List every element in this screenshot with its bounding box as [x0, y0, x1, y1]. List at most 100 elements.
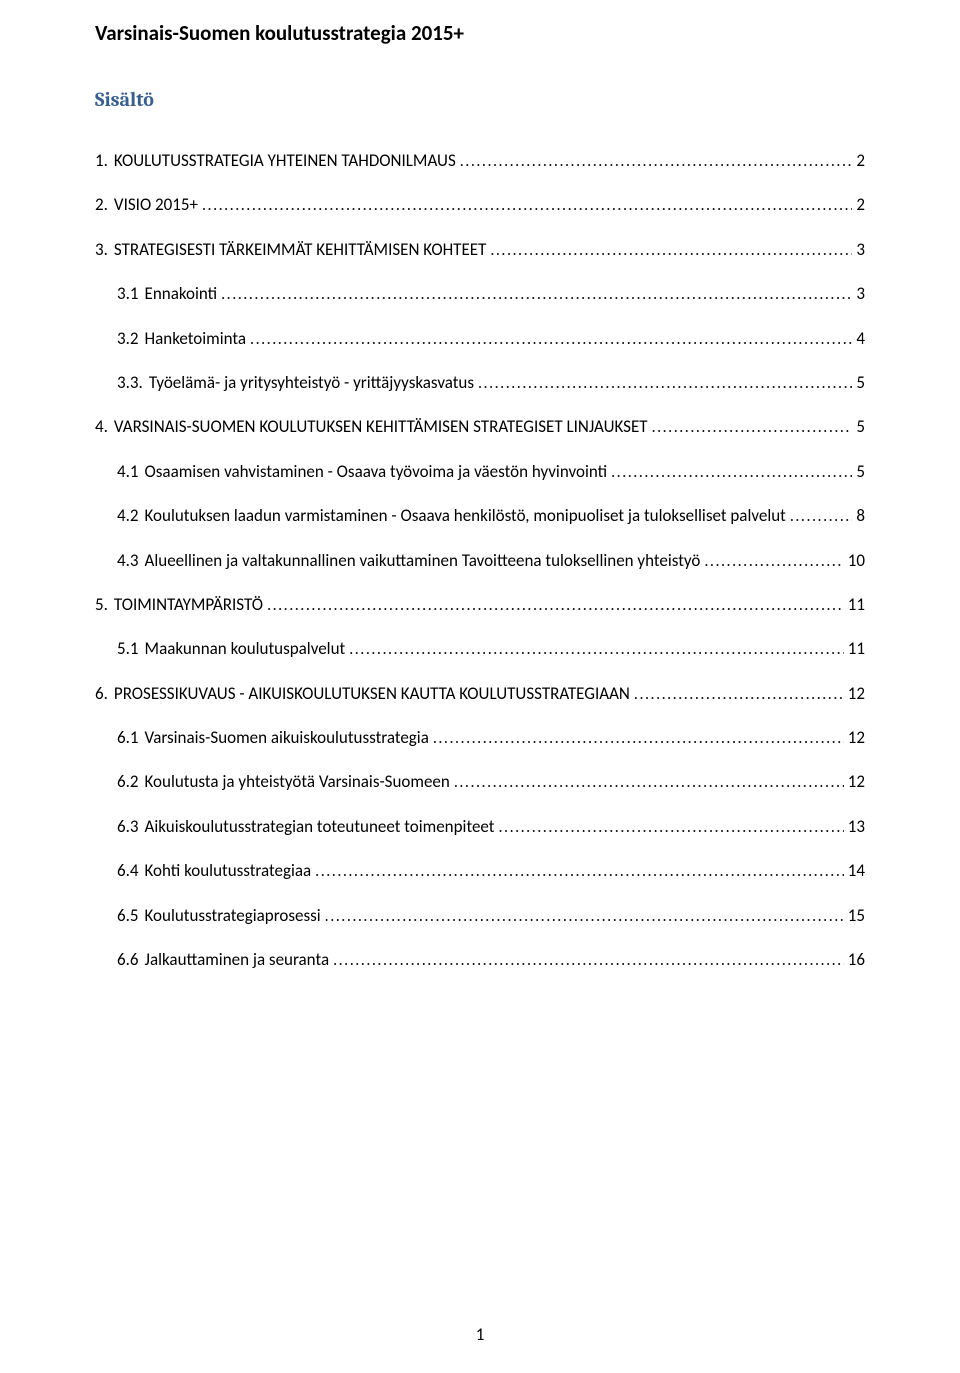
toc-page: 3	[852, 238, 865, 262]
toc-leader	[648, 417, 853, 439]
toc-label: Hanketoiminta	[145, 327, 247, 351]
toc-page: 11	[844, 593, 865, 617]
toc-number: 5.1	[117, 637, 145, 661]
toc-leader	[474, 373, 852, 395]
toc-page: 12	[844, 770, 865, 794]
toc-page: 5	[852, 415, 865, 439]
toc-leader	[494, 817, 843, 839]
toc-number: 3.1	[117, 282, 145, 306]
toc-entry: 2. VISIO 2015+ 2	[95, 193, 865, 217]
toc-entry: 3.1 Ennakointi 3	[95, 282, 865, 306]
toc-page: 16	[844, 948, 865, 972]
toc-number: 3.2	[117, 327, 145, 351]
toc-leader	[263, 595, 844, 617]
toc-number: 4.2	[117, 504, 145, 528]
toc-leader	[456, 151, 853, 173]
toc-leader	[429, 728, 844, 750]
toc-leader	[450, 772, 844, 794]
toc-label: Työelämä- ja yritysyhteistyö - yrittäjyy…	[149, 371, 474, 395]
toc-page: 8	[852, 504, 865, 528]
toc-entry: 1. KOULUTUSSTRATEGIA YHTEINEN TAHDONILMA…	[95, 149, 865, 173]
toc-number: 3.3.	[117, 371, 149, 395]
toc-number: 2.	[95, 193, 114, 217]
toc-number: 4.1	[117, 460, 145, 484]
toc-page: 12	[844, 682, 865, 706]
toc-label: Osaamisen vahvistaminen - Osaava työvoim…	[145, 460, 608, 484]
toc-entry: 6.3 Aikuiskoulutusstrategian toteutuneet…	[95, 815, 865, 839]
toc-entry: 5.1 Maakunnan koulutuspalvelut 11	[95, 637, 865, 661]
toc-label: Ennakointi	[145, 282, 218, 306]
toc-entry: 6.5 Koulutusstrategiaprosessi 15	[95, 904, 865, 928]
toc-entry: 3.2 Hanketoiminta 4	[95, 327, 865, 351]
toc-entry: 6.1 Varsinais-Suomen aikuiskoulutusstrat…	[95, 726, 865, 750]
toc-page: 13	[844, 815, 865, 839]
toc-number: 3.	[95, 238, 114, 262]
toc-label: TOIMINTAYMPÄRISTÖ	[114, 593, 263, 617]
toc-leader	[786, 506, 853, 528]
toc-label: VISIO 2015+	[114, 193, 198, 217]
toc-page: 5	[852, 460, 865, 484]
toc-page: 5	[852, 371, 865, 395]
toc-number: 6.4	[117, 859, 145, 883]
toc-label: Alueellinen ja valtakunnallinen vaikutta…	[145, 549, 701, 573]
toc-leader	[198, 195, 852, 217]
toc-number: 6.	[95, 682, 114, 706]
toc-leader	[345, 639, 844, 661]
toc-label: STRATEGISESTI TÄRKEIMMÄT KEHITTÄMISEN KO…	[114, 238, 486, 262]
toc-page: 10	[844, 549, 865, 573]
toc-entry: 3. STRATEGISESTI TÄRKEIMMÄT KEHITTÄMISEN…	[95, 238, 865, 262]
page-number: 1	[0, 1324, 960, 1345]
toc-leader	[700, 551, 843, 573]
toc-entry: 4.1 Osaamisen vahvistaminen - Osaava työ…	[95, 460, 865, 484]
toc-page: 2	[852, 149, 865, 173]
toc-leader	[486, 240, 852, 262]
toc-number: 4.	[95, 415, 114, 439]
document-title: Varsinais-Suomen koulutusstrategia 2015+	[95, 20, 865, 46]
toc-leader	[607, 462, 852, 484]
toc-label: VARSINAIS-SUOMEN KOULUTUKSEN KEHITTÄMISE…	[114, 415, 648, 439]
toc-leader	[630, 684, 844, 706]
toc-number: 4.3	[117, 549, 145, 573]
toc-entry: 4.2 Koulutuksen laadun varmistaminen - O…	[95, 504, 865, 528]
toc-number: 1.	[95, 149, 114, 173]
toc-entry: 6.2 Koulutusta ja yhteistyötä Varsinais-…	[95, 770, 865, 794]
toc-page: 12	[844, 726, 865, 750]
toc-label: Kohti koulutusstrategiaa	[145, 859, 312, 883]
toc-page: 15	[844, 904, 865, 928]
toc-label: Jalkauttaminen ja seuranta	[145, 948, 330, 972]
toc-page: 14	[844, 859, 865, 883]
toc-leader	[217, 284, 852, 306]
toc-leader	[329, 950, 844, 972]
toc-number: 6.1	[117, 726, 145, 750]
toc-entry: 4. VARSINAIS-SUOMEN KOULUTUKSEN KEHITTÄM…	[95, 415, 865, 439]
toc-label: Koulutusta ja yhteistyötä Varsinais-Suom…	[145, 770, 450, 794]
document-page: Varsinais-Suomen koulutusstrategia 2015+…	[0, 0, 960, 1373]
toc-entry: 6.6 Jalkauttaminen ja seuranta 16	[95, 948, 865, 972]
toc-entry: 4.3 Alueellinen ja valtakunnallinen vaik…	[95, 549, 865, 573]
toc-number: 5.	[95, 593, 114, 617]
toc-label: Aikuiskoulutusstrategian toteutuneet toi…	[145, 815, 495, 839]
toc-number: 6.5	[117, 904, 145, 928]
toc-entry: 6. PROSESSIKUVAUS - AIKUISKOULUTUKSEN KA…	[95, 682, 865, 706]
toc-label: PROSESSIKUVAUS - AIKUISKOULUTUKSEN KAUTT…	[114, 682, 630, 706]
toc-leader	[321, 906, 844, 928]
toc-page: 2	[852, 193, 865, 217]
toc-leader	[246, 329, 852, 351]
toc-label: KOULUTUSSTRATEGIA YHTEINEN TAHDONILMAUS	[114, 149, 456, 173]
toc-leader	[311, 861, 844, 883]
section-heading-contents: Sisältö	[95, 88, 865, 111]
toc-entry: 3.3. Työelämä- ja yritysyhteistyö - yrit…	[95, 371, 865, 395]
toc-label: Koulutusstrategiaprosessi	[145, 904, 321, 928]
toc-number: 6.3	[117, 815, 145, 839]
toc-page: 3	[852, 282, 865, 306]
toc-entry: 5. TOIMINTAYMPÄRISTÖ 11	[95, 593, 865, 617]
toc-page: 4	[852, 327, 865, 351]
toc-page: 11	[844, 637, 865, 661]
table-of-contents: 1. KOULUTUSSTRATEGIA YHTEINEN TAHDONILMA…	[95, 149, 865, 972]
toc-label: Koulutuksen laadun varmistaminen - Osaav…	[145, 504, 786, 528]
toc-number: 6.6	[117, 948, 145, 972]
toc-label: Varsinais-Suomen aikuiskoulutusstrategia	[145, 726, 429, 750]
toc-label: Maakunnan koulutuspalvelut	[145, 637, 346, 661]
toc-number: 6.2	[117, 770, 145, 794]
toc-entry: 6.4 Kohti koulutusstrategiaa 14	[95, 859, 865, 883]
